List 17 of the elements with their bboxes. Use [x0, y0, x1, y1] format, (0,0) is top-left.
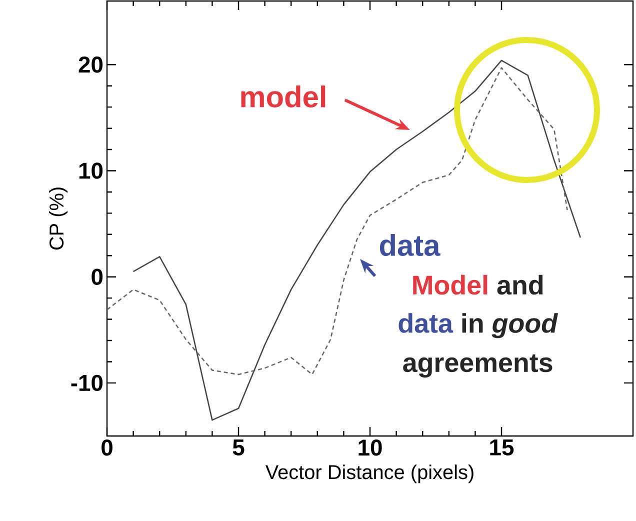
x-tick-label: 10 [358, 440, 382, 456]
line-series [132, 60, 582, 421]
annotation: in good [462, 313, 558, 338]
series-label: data [380, 234, 440, 256]
x-tick-label: 5 [232, 440, 244, 456]
text: model [241, 86, 326, 108]
y-tick-label: 10 [79, 162, 103, 179]
annotation: data [398, 313, 454, 333]
y-tick-label: 0 [92, 268, 103, 285]
y-tick-label: 20 [78, 56, 103, 73]
annotation: agreements [403, 354, 552, 378]
annotation: and [497, 274, 543, 295]
annotation: Model [413, 274, 488, 295]
y-tick-label: -10 [71, 374, 103, 392]
y-axis-title: CP (%) [48, 188, 68, 250]
x-axis-title: Vector Distance (pixels) [265, 464, 474, 484]
x-tick-label: 15 [490, 440, 514, 456]
